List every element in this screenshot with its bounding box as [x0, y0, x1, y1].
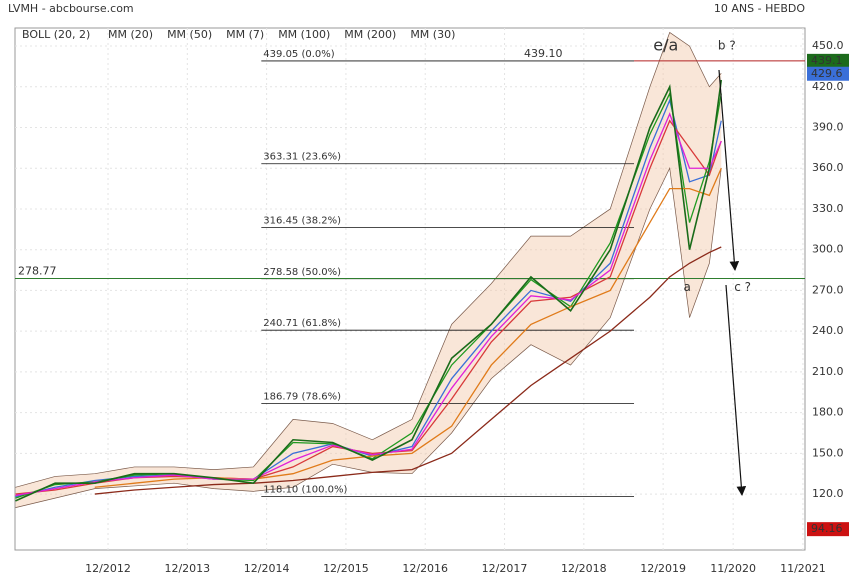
- y-tick-label: 210.0: [812, 365, 844, 378]
- moving-average: [15, 98, 722, 498]
- legend-entry: MM (100): [278, 28, 330, 41]
- annotation: b ?: [718, 39, 736, 53]
- moving-average: [15, 91, 722, 499]
- legend-entry: MM (50): [167, 28, 212, 41]
- y-tick-label: 180.0: [812, 406, 844, 419]
- x-tick-label: 12/2014: [244, 562, 290, 575]
- bollinger-band: [15, 32, 722, 508]
- x-tick-label: 11/2021: [780, 562, 826, 575]
- legend-entry: MM (7): [226, 28, 264, 41]
- y-tick-label: 150.0: [812, 446, 844, 459]
- x-tick-label: 12/2013: [164, 562, 210, 575]
- fib-label: 363.31 (23.6%): [263, 152, 341, 163]
- y-tick-label: 420.0: [812, 80, 844, 93]
- x-tick-label: 12/2016: [402, 562, 448, 575]
- moving-average: [94, 246, 722, 495]
- legend-entry: MM (20): [108, 28, 153, 41]
- x-tick-label: 12/2015: [323, 562, 369, 575]
- moving-average: [15, 112, 722, 497]
- fib-label: 240.71 (61.8%): [263, 318, 341, 329]
- x-tick-label: 12/2018: [561, 562, 607, 575]
- chart-subtitle: 10 ANS - HEBDO: [714, 2, 805, 15]
- fib-label: 118.10 (100.0%): [263, 485, 347, 496]
- legend-entry: MM (200): [344, 28, 396, 41]
- legend-entry: BOLL (20, 2): [22, 28, 90, 41]
- annotation: a: [683, 280, 690, 294]
- x-tick-label: 11/2020: [710, 562, 756, 575]
- price-tag-label: 94.16: [811, 522, 843, 535]
- y-tick-label: 240.0: [812, 324, 844, 337]
- annotation: c ?: [734, 280, 751, 294]
- y-tick-label: 360.0: [812, 161, 844, 174]
- price-tag-label: 439.1: [811, 54, 843, 67]
- legend-entry: MM (30): [410, 28, 455, 41]
- price-tag: [807, 522, 849, 537]
- fib-label: 439.05 (0.0%): [263, 49, 334, 60]
- y-tick-label: 270.0: [812, 283, 844, 296]
- y-tick-label: 390.0: [812, 121, 844, 134]
- price-line: [15, 79, 723, 502]
- horizontal-line-label: 439.10: [524, 47, 563, 60]
- bollinger-line: [15, 167, 722, 508]
- x-tick-label: 12/2017: [482, 562, 528, 575]
- price-tag: [807, 66, 849, 81]
- chart-title: LVMH - abcbourse.com: [8, 2, 134, 15]
- x-tick-label: 12/2019: [640, 562, 686, 575]
- horizontal-line-label: 278.77: [18, 265, 57, 278]
- y-tick-label: 120.0: [812, 487, 844, 500]
- annotation: e/a: [653, 36, 678, 55]
- bollinger-line: [15, 31, 722, 488]
- y-tick-label: 300.0: [812, 243, 844, 256]
- price-tag: [807, 53, 849, 68]
- arrows: [718, 69, 747, 496]
- x-tick-label: 12/2012: [85, 562, 131, 575]
- fib-label: 316.45 (38.2%): [263, 215, 341, 226]
- y-tick-label: 450.0: [812, 39, 844, 52]
- fib-label: 278.58 (50.0%): [263, 267, 341, 278]
- arrow: [718, 69, 740, 271]
- price-tag-label: 429.6: [811, 67, 843, 80]
- fib-label: 186.79 (78.6%): [263, 391, 341, 402]
- arrow: [725, 284, 747, 496]
- y-tick-label: 330.0: [812, 202, 844, 215]
